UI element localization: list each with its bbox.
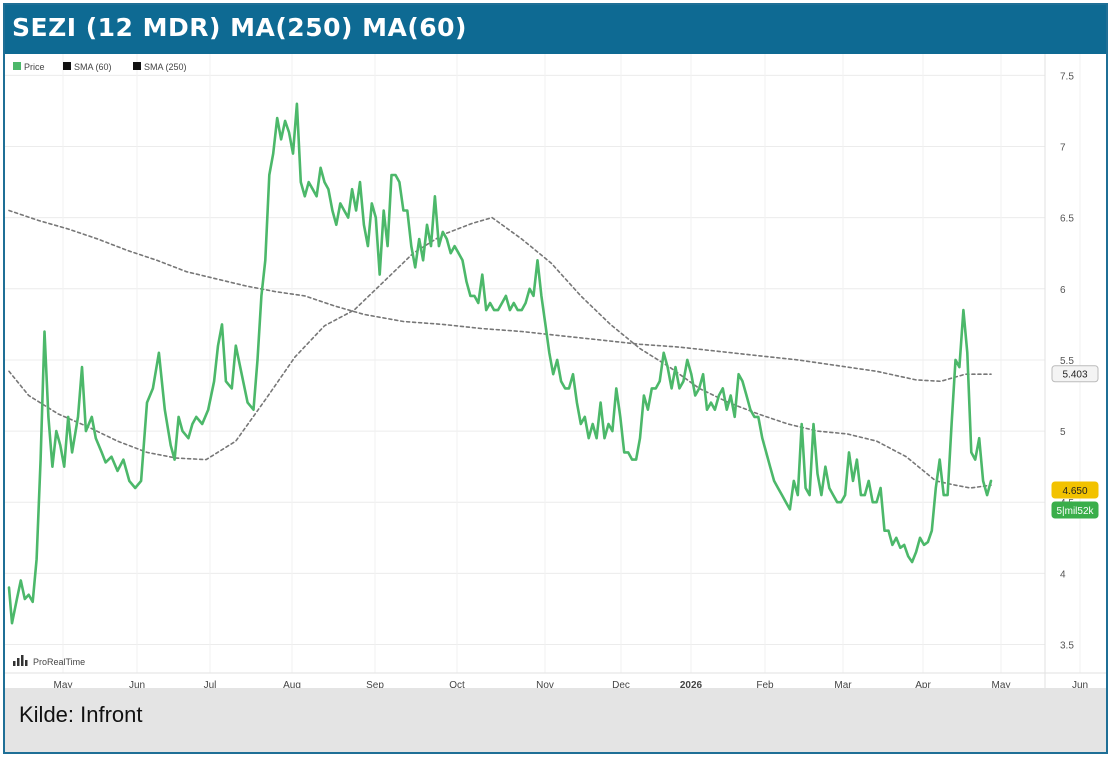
y-tick-label: 5 bbox=[1060, 427, 1066, 438]
y-tick-label: 4 bbox=[1060, 569, 1066, 580]
watermark-label: ProRealTime bbox=[33, 657, 85, 667]
watermark-icon bbox=[13, 661, 16, 666]
price-badge-label: 4.650 bbox=[1062, 486, 1087, 497]
legend-swatch bbox=[63, 62, 71, 70]
grid-lines bbox=[5, 54, 1081, 673]
x-tick-label: May bbox=[992, 680, 1011, 688]
x-tick-label: Jul bbox=[204, 680, 217, 688]
y-tick-label: 7 bbox=[1060, 142, 1066, 153]
price-chart: 3.544.555.566.577.5 MayJunJulAugSepOctNo… bbox=[5, 54, 1106, 691]
x-tick-label: Jun bbox=[129, 680, 145, 688]
watermark-icon bbox=[25, 660, 28, 666]
y-tick-label: 6.5 bbox=[1060, 214, 1074, 225]
price-badge-label: 5.403 bbox=[1062, 370, 1087, 381]
x-tick-label: Oct bbox=[449, 680, 465, 688]
y-tick-label: 3.5 bbox=[1060, 641, 1074, 652]
price-badge-yellow bbox=[1051, 481, 1099, 499]
x-tick-label: Nov bbox=[536, 680, 554, 688]
y-tick-label: 7.5 bbox=[1060, 71, 1074, 82]
series-line-sma-250 bbox=[8, 209, 992, 383]
y-tick-label: 5.5 bbox=[1060, 356, 1074, 367]
x-tick-label: Feb bbox=[756, 680, 774, 688]
legend-swatch bbox=[133, 62, 141, 70]
x-tick-label: Sep bbox=[366, 680, 384, 688]
x-tick-label: Apr bbox=[915, 680, 931, 688]
chart-area: 3.544.555.566.577.5 MayJunJulAugSepOctNo… bbox=[5, 54, 1106, 691]
y-axis-labels: 3.544.555.566.577.5 bbox=[1060, 71, 1074, 651]
watermark-icon bbox=[17, 658, 20, 666]
title-bar: SEZI (12 MDR) MA(250) MA(60) bbox=[5, 5, 1106, 54]
x-tick-label: Dec bbox=[612, 680, 630, 688]
x-axis-labels: May Jun Jul Aug Sep Oct Nov Dec 2026 Feb Mar Apr May… bbox=[54, 680, 1089, 691]
x-tick-label: Aug bbox=[283, 680, 301, 688]
legend: Price SMA (60) SMA (250) bbox=[13, 62, 187, 72]
x-tick-label: May bbox=[54, 680, 73, 688]
chart-frame: SEZI (12 MDR) MA(250) MA(60) 3.544.555.5… bbox=[3, 3, 1108, 754]
footer: Kilde: Infront bbox=[5, 688, 1106, 752]
y-tick-label: 6 bbox=[1060, 285, 1066, 296]
watermark-icon bbox=[21, 655, 24, 666]
price-badges: 5.403 4.650 5|mil52k bbox=[1051, 365, 1099, 519]
price-badge-label: 5|mil52k bbox=[1056, 506, 1094, 517]
legend-label: Price bbox=[24, 62, 45, 72]
price-badge-light bbox=[1051, 365, 1099, 383]
price-badge-green bbox=[1051, 501, 1099, 519]
x-tick-label: Jun bbox=[1072, 680, 1088, 688]
legend-label: SMA (60) bbox=[74, 62, 112, 72]
x-tick-label: 2026 bbox=[680, 680, 703, 688]
series-layer bbox=[7, 102, 993, 625]
source-label: Kilde: Infront bbox=[19, 702, 143, 727]
legend-label: SMA (250) bbox=[144, 62, 187, 72]
series-line-price bbox=[7, 102, 993, 625]
legend-swatch bbox=[13, 62, 21, 70]
watermark: ProRealTime bbox=[13, 655, 85, 667]
chart-title: SEZI (12 MDR) MA(250) MA(60) bbox=[12, 13, 467, 42]
x-tick-label: Mar bbox=[834, 680, 852, 688]
series-line-sma-60 bbox=[8, 216, 992, 489]
